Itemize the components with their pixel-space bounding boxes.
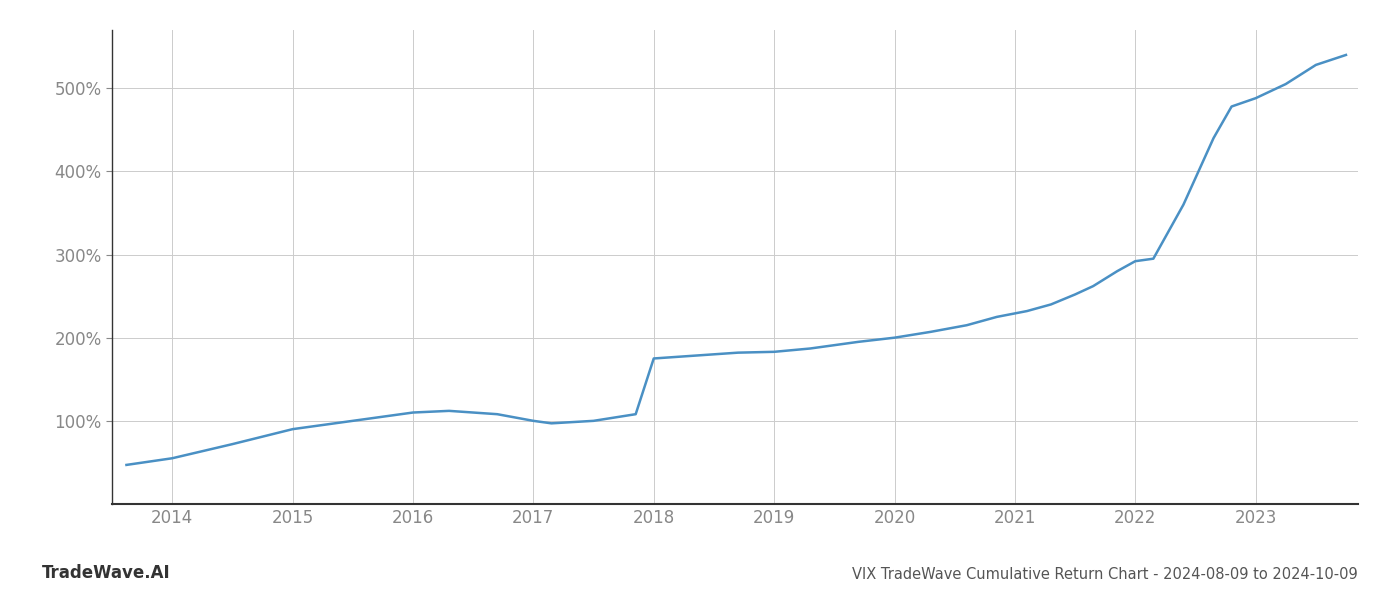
Text: VIX TradeWave Cumulative Return Chart - 2024-08-09 to 2024-10-09: VIX TradeWave Cumulative Return Chart - … — [853, 567, 1358, 582]
Text: TradeWave.AI: TradeWave.AI — [42, 564, 171, 582]
